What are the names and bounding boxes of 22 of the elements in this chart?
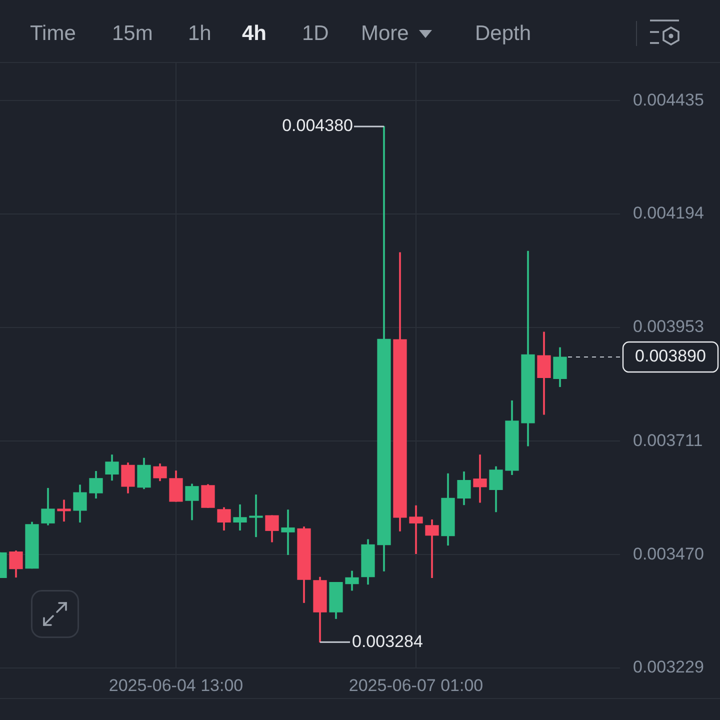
text: 4h <box>242 21 267 47</box>
text: 1h <box>188 21 212 47</box>
candlestick <box>249 494 263 538</box>
candlestick <box>409 505 423 554</box>
y-tick-label: 0.003711 <box>633 430 703 450</box>
candlestick <box>281 510 295 555</box>
annotation: 0.004380 <box>282 116 353 136</box>
candlestick <box>57 500 71 522</box>
text: Time <box>30 21 76 47</box>
y-tick-label: 0.003470 <box>633 544 704 564</box>
y-tick-label: 0.003229 <box>633 658 704 677</box>
y-tick-label: 0.004194 <box>633 204 704 223</box>
text: More <box>361 21 409 47</box>
ref-line-label: 0.003890 <box>635 346 706 366</box>
text: 1D <box>302 21 329 47</box>
y-tick-label: 0.004435 <box>633 90 704 110</box>
y-tick-label: 0.003953 <box>633 317 704 336</box>
text: Depth <box>475 21 532 47</box>
x-tick-label: 2025-06-07 01:00 <box>348 676 484 695</box>
annotation: 0.003284 <box>352 632 423 651</box>
text: 15m <box>112 21 153 47</box>
x-tick-label: 2025-06-04 13:00 <box>108 676 244 695</box>
